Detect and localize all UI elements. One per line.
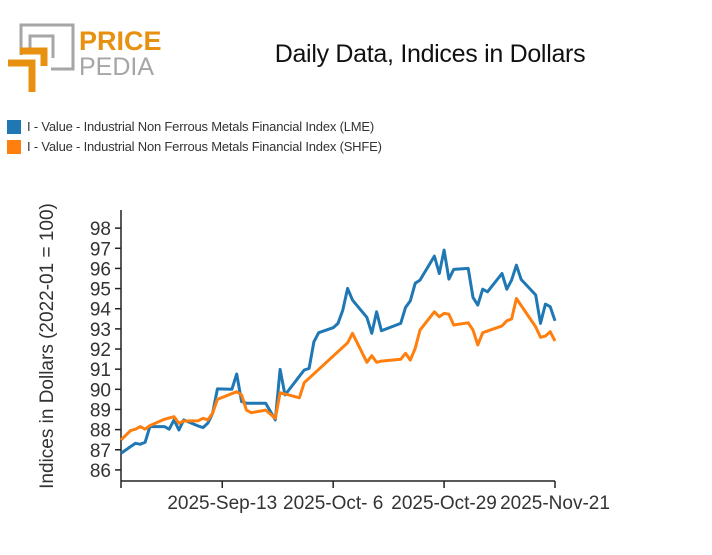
x-tick-label: 2025-Oct-29 <box>391 493 497 514</box>
y-tick-label: 93 <box>90 320 111 341</box>
legend-item-lme[interactable]: I - Value - Industrial Non Ferrous Metal… <box>7 119 374 134</box>
svg-text:PEDIA: PEDIA <box>79 53 154 81</box>
y-tick-label: 90 <box>90 380 111 401</box>
legend-label-lme: I - Value - Industrial Non Ferrous Metal… <box>27 119 374 134</box>
x-tick-label: 2025-Sep-13 <box>167 493 277 514</box>
x-tick-label: 2025-Oct- 6 <box>283 493 383 514</box>
y-tick-label: 94 <box>90 300 112 321</box>
chart-title: Daily Data, Indices in Dollars <box>274 40 586 68</box>
y-tick-label: 97 <box>90 239 111 260</box>
series-shfe <box>119 297 557 441</box>
y-tick-label: 98 <box>90 219 111 240</box>
y-tick-label: 95 <box>90 280 111 301</box>
y-tick-label: 92 <box>90 340 111 361</box>
y-tick-label: 87 <box>90 441 111 462</box>
legend-swatch-shfe <box>7 139 21 154</box>
x-tick-label: 2025-Nov-21 <box>500 493 610 514</box>
y-tick-label: 89 <box>90 400 111 421</box>
y-axis-label: Indices in Dollars (2022-01 = 100) <box>37 203 58 489</box>
y-tick-label: 86 <box>90 461 111 482</box>
legend-label-shfe: I - Value - Industrial Non Ferrous Metal… <box>27 139 382 154</box>
pricepedia-logo: PRICE PEDIA <box>8 23 162 92</box>
legend-item-shfe[interactable]: I - Value - Industrial Non Ferrous Metal… <box>7 139 382 154</box>
svg-text:PRICE: PRICE <box>79 26 162 56</box>
series-line <box>119 297 557 441</box>
series-line <box>120 248 557 455</box>
y-tick-label: 91 <box>90 360 111 381</box>
y-tick-label: 96 <box>90 259 111 280</box>
legend-swatch-lme <box>7 119 21 134</box>
series-lme <box>120 248 557 455</box>
y-tick-label: 88 <box>90 421 111 442</box>
